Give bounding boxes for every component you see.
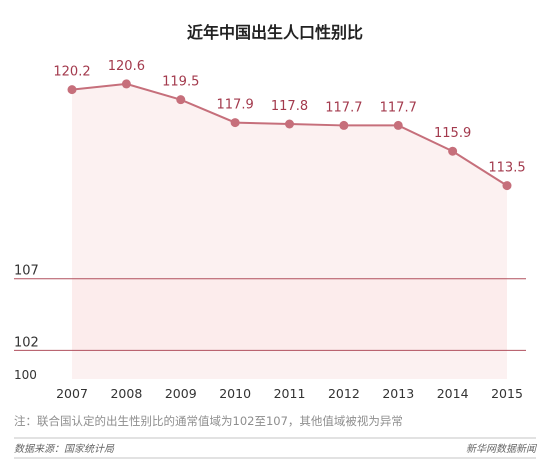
data-source: 数据来源：国家统计局 — [14, 443, 115, 455]
data-point-2008 — [121, 79, 131, 89]
data-point-2009 — [176, 95, 186, 105]
data-point-2010 — [230, 118, 240, 128]
area-fill — [72, 83, 507, 380]
x-tick-2013: 2013 — [382, 386, 414, 401]
x-axis-tick-labels: 2007 2008 2009 2010 2011 2012 2013 2014 2015 — [56, 386, 523, 401]
reference-lines: 107 102 — [14, 264, 526, 351]
x-tick-2014: 2014 — [437, 386, 469, 401]
chart-title: 近年中国出生人口性别比 — [187, 23, 363, 42]
data-points — [67, 79, 512, 191]
value-label-2014: 115.9 — [434, 126, 471, 141]
value-label-2011: 117.8 — [271, 99, 308, 114]
value-label-2012: 117.7 — [325, 100, 362, 115]
x-tick-2011: 2011 — [274, 386, 306, 401]
credit-label: 新华网数据新闻 — [466, 443, 538, 455]
value-label-2009: 119.5 — [162, 75, 199, 90]
value-label-2013: 117.7 — [380, 100, 417, 115]
data-point-2014 — [448, 146, 458, 156]
y-base-label: 100 — [14, 368, 37, 382]
x-tick-2007: 2007 — [56, 386, 88, 401]
x-tick-2008: 2008 — [110, 386, 142, 401]
data-point-2015 — [502, 181, 512, 191]
x-tick-2015: 2015 — [491, 386, 523, 401]
data-point-2013 — [393, 120, 403, 130]
value-label-2010: 117.9 — [217, 98, 254, 113]
x-tick-2010: 2010 — [219, 386, 251, 401]
chart-note: 注：联合国认定的出生性别比的通常值域为102至107，其他值域被视为异常 — [14, 414, 403, 428]
x-tick-2012: 2012 — [328, 386, 360, 401]
data-point-2011 — [285, 119, 294, 129]
reference-label-107: 107 — [14, 264, 39, 279]
data-point-2007 — [67, 85, 77, 95]
value-label-2008: 120.6 — [108, 59, 145, 74]
value-label-2015: 113.5 — [488, 161, 525, 176]
data-point-2012 — [339, 120, 349, 130]
reference-label-102: 102 — [14, 335, 39, 350]
value-labels: 120.2 120.6 119.5 117.9 117.8 117.7 117.7 115.9… — [53, 59, 525, 176]
value-label-2007: 120.2 — [53, 65, 90, 80]
x-tick-2009: 2009 — [165, 386, 197, 401]
